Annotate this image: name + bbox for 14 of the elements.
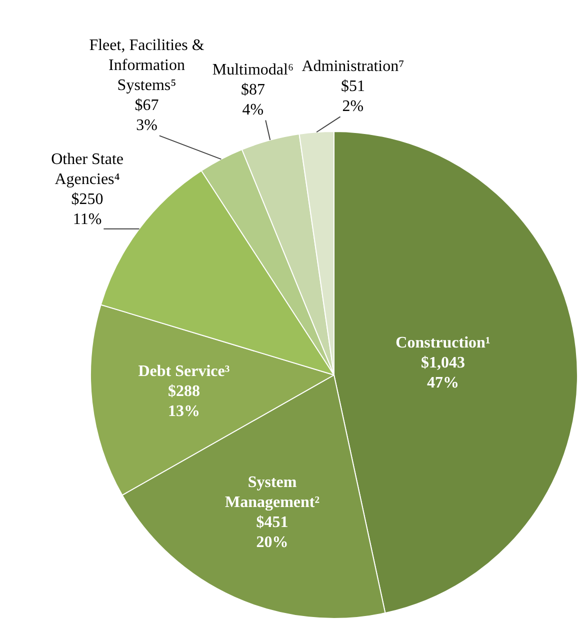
slice-label: Fleet, Facilities & Information Systems⁵: [89, 36, 205, 94]
data-label: $87 4%: [240, 81, 265, 118]
data-label: $250 11%: [71, 191, 104, 228]
data-label: $451 20%: [256, 514, 288, 551]
slice-label: Multimodal⁶: [212, 61, 294, 78]
slice-label: Construction¹: [396, 334, 490, 352]
slice-label: Debt Service³: [138, 362, 230, 380]
data-label: $288 13%: [168, 382, 200, 420]
data-label: $51 2%: [340, 78, 365, 115]
slice-label: Administration⁷: [302, 58, 404, 75]
slice-label: Other State Agencies⁴: [51, 151, 124, 188]
data-label: $1,043 47%: [420, 354, 465, 392]
slice-label: System Management²: [224, 474, 320, 511]
data-label: $67 3%: [134, 96, 159, 134]
